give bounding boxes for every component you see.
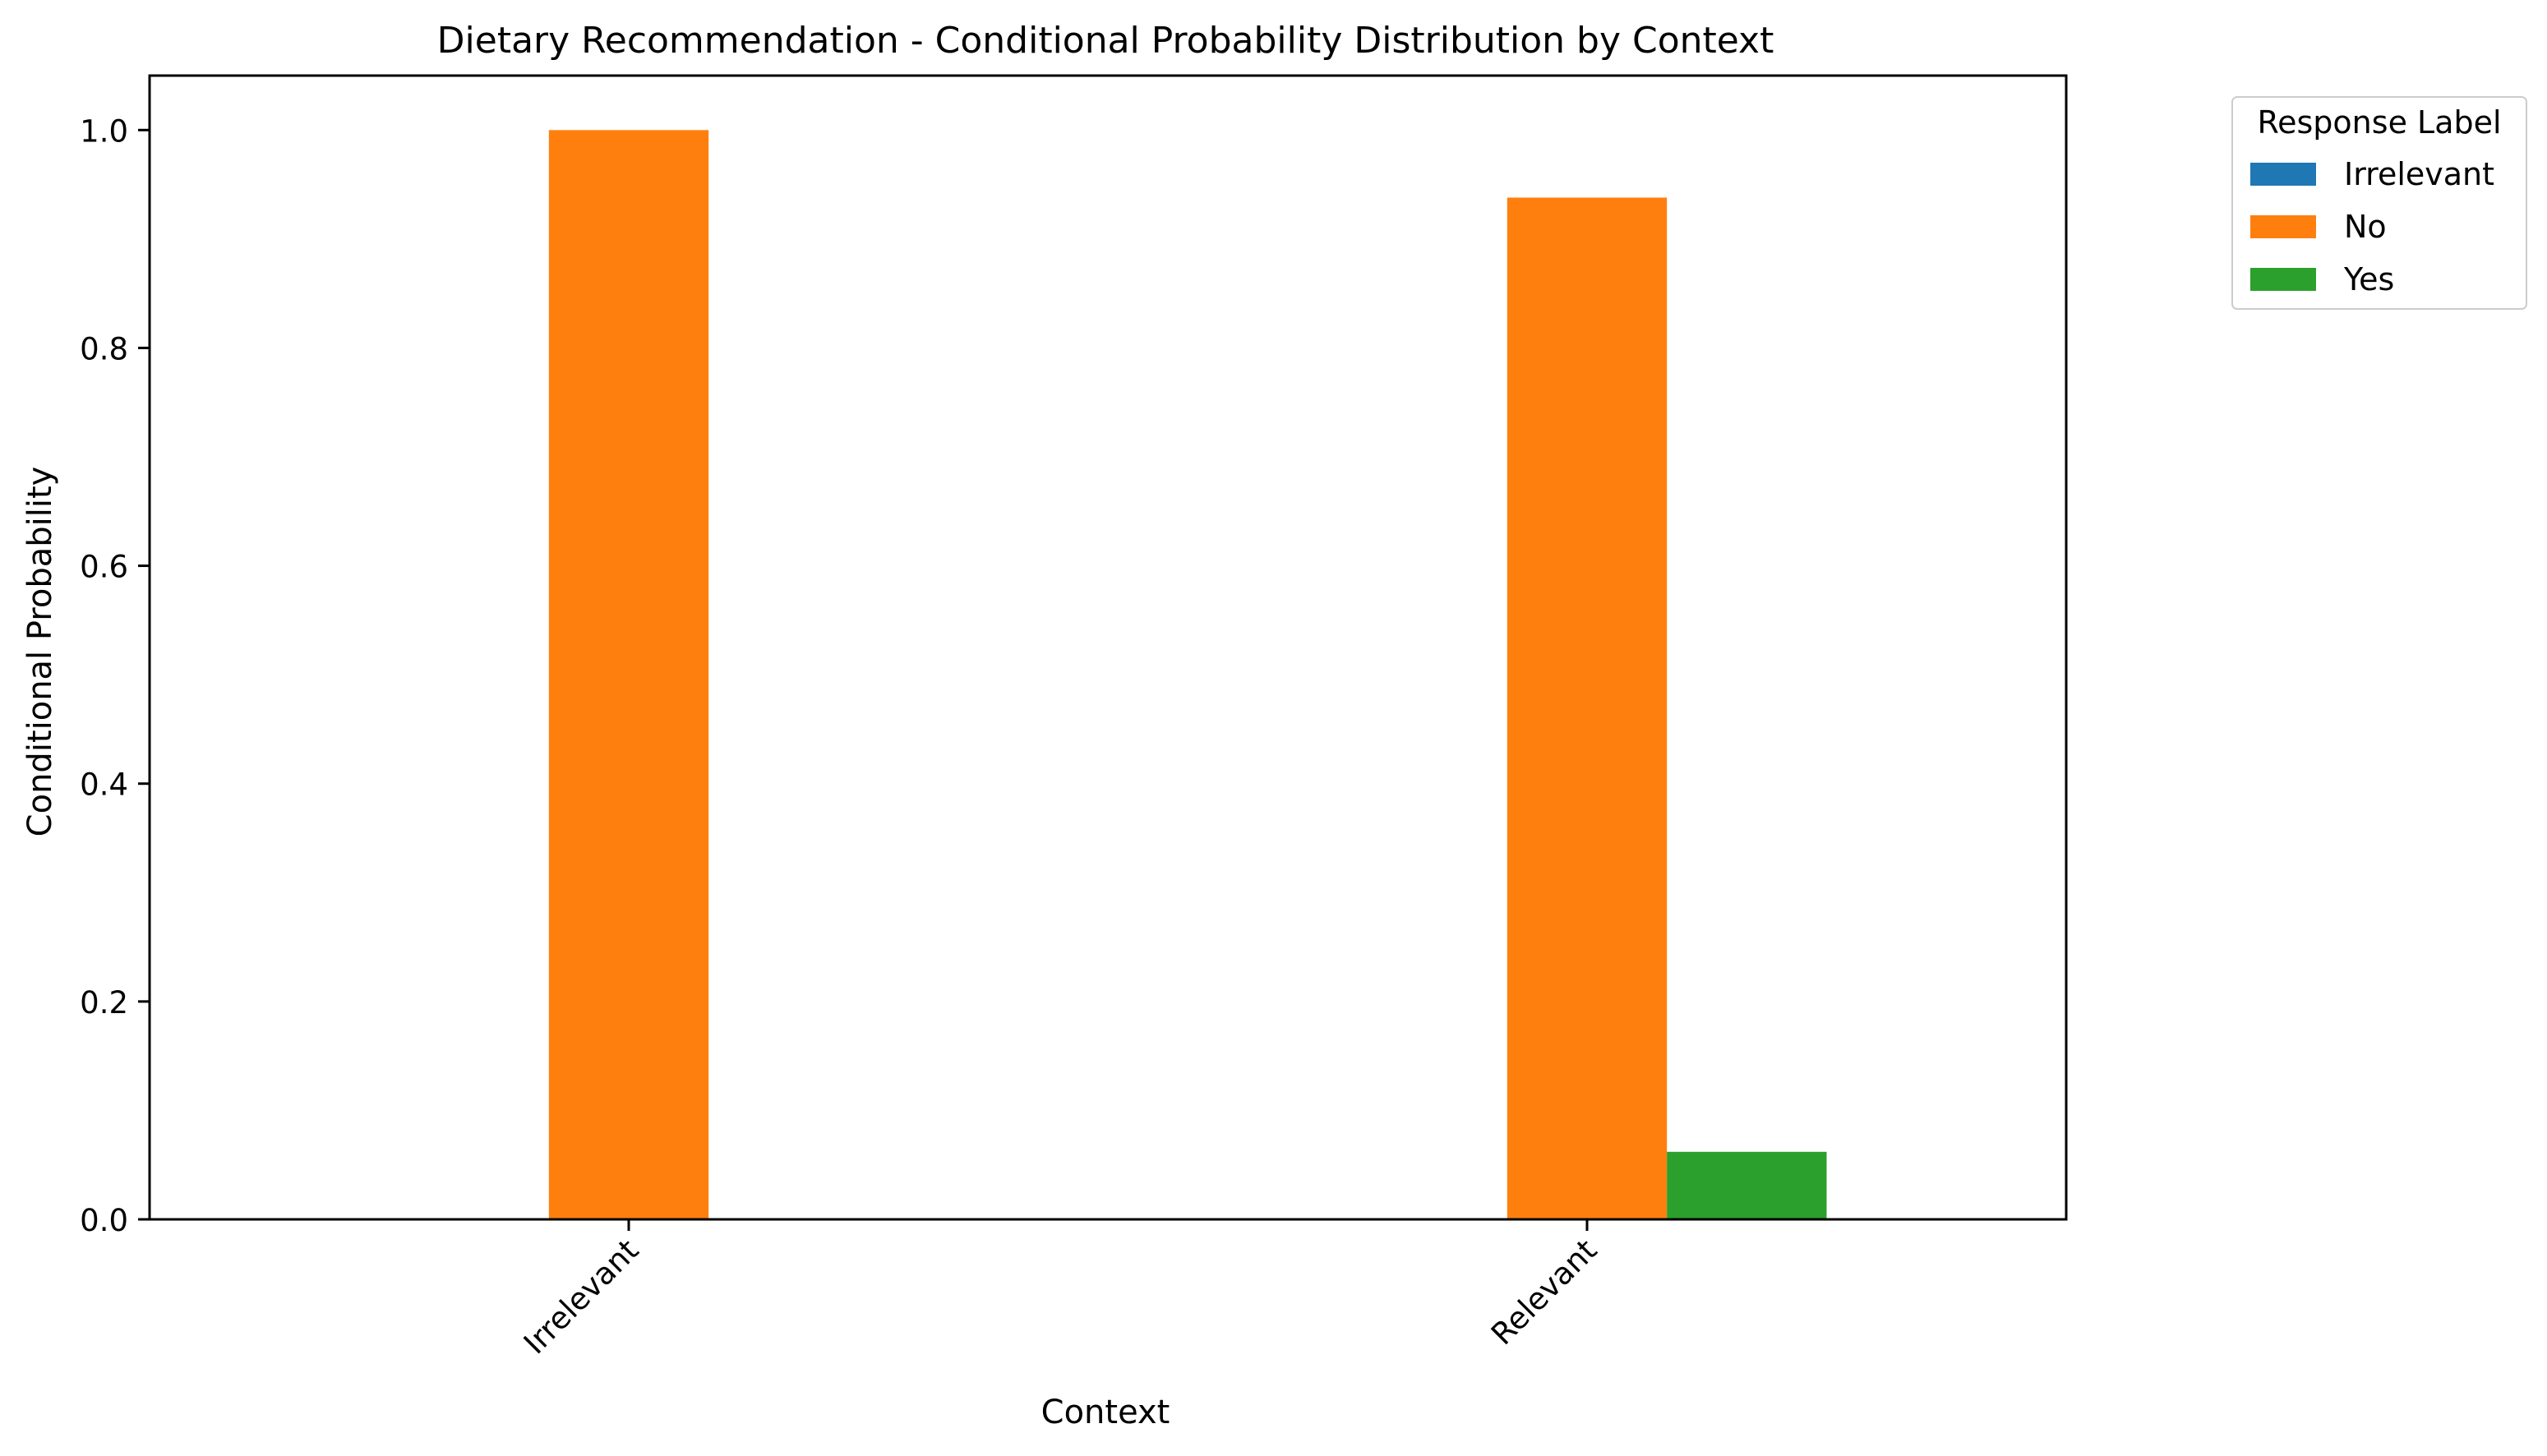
y-tick-label: 0.0 [80,1203,128,1238]
legend-swatch-irrelevant [2250,163,2316,186]
bar-yes-relevant [1667,1151,1827,1219]
plot-frame [148,74,2068,1221]
legend-label-no: No [2344,209,2387,245]
y-tick-label: 0.6 [80,550,128,585]
chart-title: Dietary Recommendation - Conditional Pro… [437,20,1774,62]
bar-no-relevant [1507,197,1668,1220]
bars-layer [548,130,1827,1220]
x-axis-label: Context [1041,1394,1170,1431]
legend-swatch-yes [2250,268,2316,291]
bar-no-irrelevant [548,130,709,1219]
y-tick-label: 1.0 [80,113,128,149]
legend-title: Response Label [2257,104,2501,141]
legend-swatch-no [2250,215,2316,238]
legend-label-irrelevant: Irrelevant [2344,156,2494,192]
y-tick-label: 0.8 [80,331,128,366]
legend-box [2231,96,2527,310]
legend: Response Label Irrelevant No Yes [2231,96,2527,310]
y-tick-label: 0.4 [80,767,128,803]
y-axis-label: Conditional Probability [21,467,59,837]
legend-label-yes: Yes [2343,261,2394,297]
y-tick-label: 0.2 [80,985,128,1021]
